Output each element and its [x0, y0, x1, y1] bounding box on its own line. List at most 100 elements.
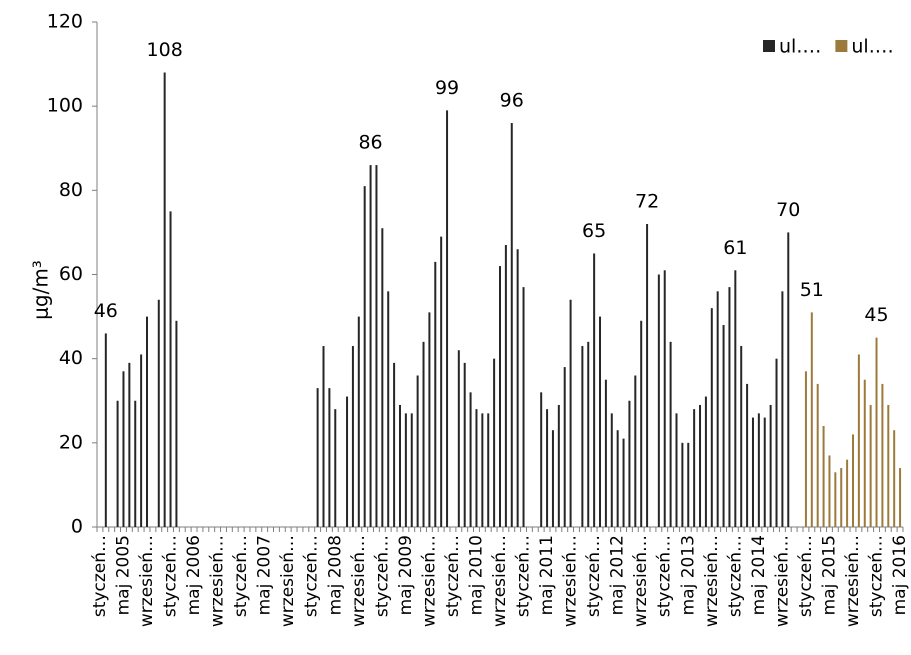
bar [557, 404, 560, 527]
bar [757, 413, 760, 527]
x-tick-label: styczeń… [867, 535, 887, 617]
bar [769, 404, 772, 527]
y-axis-title: μg/m³ [29, 260, 53, 320]
legend-label: ul.… [779, 36, 821, 58]
data-label: 65 [582, 220, 606, 242]
x-tick-label: wrzesień… [843, 535, 863, 627]
bar [504, 245, 507, 527]
bar [551, 430, 554, 527]
bar [881, 383, 884, 527]
bar [663, 270, 666, 527]
bar [640, 320, 643, 527]
bar [816, 383, 819, 527]
x-tick-label: styczeń… [725, 535, 745, 617]
bar [346, 396, 349, 527]
bar [569, 299, 572, 527]
bar [628, 400, 631, 527]
x-tick-label: wrzesień… [278, 535, 298, 627]
legend-swatch [763, 40, 775, 52]
x-tick-label: styczeń… [372, 535, 392, 617]
bar [440, 236, 443, 527]
bar [863, 379, 866, 527]
x-tick-label: wrzesień… [702, 535, 722, 627]
bar [581, 346, 584, 527]
data-label: 72 [635, 191, 659, 213]
x-tick-label: wrzesień… [137, 535, 157, 627]
bar [546, 409, 549, 527]
bar [704, 396, 707, 527]
bar [422, 341, 425, 527]
bar [828, 455, 831, 527]
bar [875, 337, 878, 527]
bar [834, 472, 837, 527]
y-tick-label: 40 [59, 347, 83, 369]
bar [134, 400, 137, 527]
bar [510, 123, 513, 527]
bar [163, 72, 166, 527]
bar [616, 430, 619, 527]
bar [787, 232, 790, 527]
x-tick-label: styczeń… [90, 535, 110, 617]
bar [457, 350, 460, 527]
bar [563, 367, 566, 527]
y-tick-label: 20 [59, 431, 83, 453]
bar [122, 371, 125, 527]
bar [657, 274, 660, 527]
bar [751, 417, 754, 527]
x-tick-label: styczeń… [443, 535, 463, 617]
bar [375, 165, 378, 528]
bar [363, 186, 366, 527]
x-tick-label: styczeń… [655, 535, 675, 617]
bar [716, 291, 719, 527]
bar [416, 375, 419, 527]
bar [493, 358, 496, 527]
x-tick-label: wrzesień… [349, 535, 369, 627]
bar [669, 341, 672, 527]
bar [334, 409, 337, 527]
bar [646, 224, 649, 527]
bar [404, 413, 407, 527]
x-tick-label: maj 2007 [255, 535, 275, 615]
bar [398, 404, 401, 527]
x-tick-label: styczeń… [161, 535, 181, 617]
bar [157, 299, 160, 527]
bar [810, 312, 813, 527]
x-tick-label: maj 2016 [890, 535, 910, 615]
bar [169, 211, 172, 527]
bar [746, 383, 749, 527]
x-tick-label: wrzesień… [561, 535, 581, 627]
x-tick-label: maj 2012 [608, 535, 628, 615]
data-label: 45 [864, 304, 888, 326]
x-tick-label: maj 2005 [113, 535, 133, 615]
bar [446, 110, 449, 527]
bar [540, 392, 543, 527]
x-tick-label: maj 2011 [537, 535, 557, 615]
data-label: 86 [358, 132, 382, 154]
bar [475, 409, 478, 527]
x-tick-label: maj 2014 [749, 535, 769, 615]
y-tick-label: 60 [59, 263, 83, 285]
bar [587, 341, 590, 527]
bar [428, 312, 431, 527]
bar [763, 417, 766, 527]
bar [681, 442, 684, 527]
bar [846, 459, 849, 527]
x-tick-label: maj 2010 [466, 535, 486, 615]
x-tick-label: wrzesień… [490, 535, 510, 627]
bar [675, 413, 678, 527]
x-tick-label: wrzesień… [772, 535, 792, 627]
x-tick-label: styczeń… [231, 535, 251, 617]
bar [322, 346, 325, 527]
bar [710, 308, 713, 527]
bar [634, 375, 637, 527]
bar [804, 371, 807, 527]
bar [369, 165, 372, 528]
y-tick-label: 120 [47, 11, 83, 33]
bar [840, 468, 843, 527]
bar [610, 413, 613, 527]
bar [410, 413, 413, 527]
bar [604, 379, 607, 527]
bar [734, 270, 737, 527]
bar [434, 261, 437, 527]
